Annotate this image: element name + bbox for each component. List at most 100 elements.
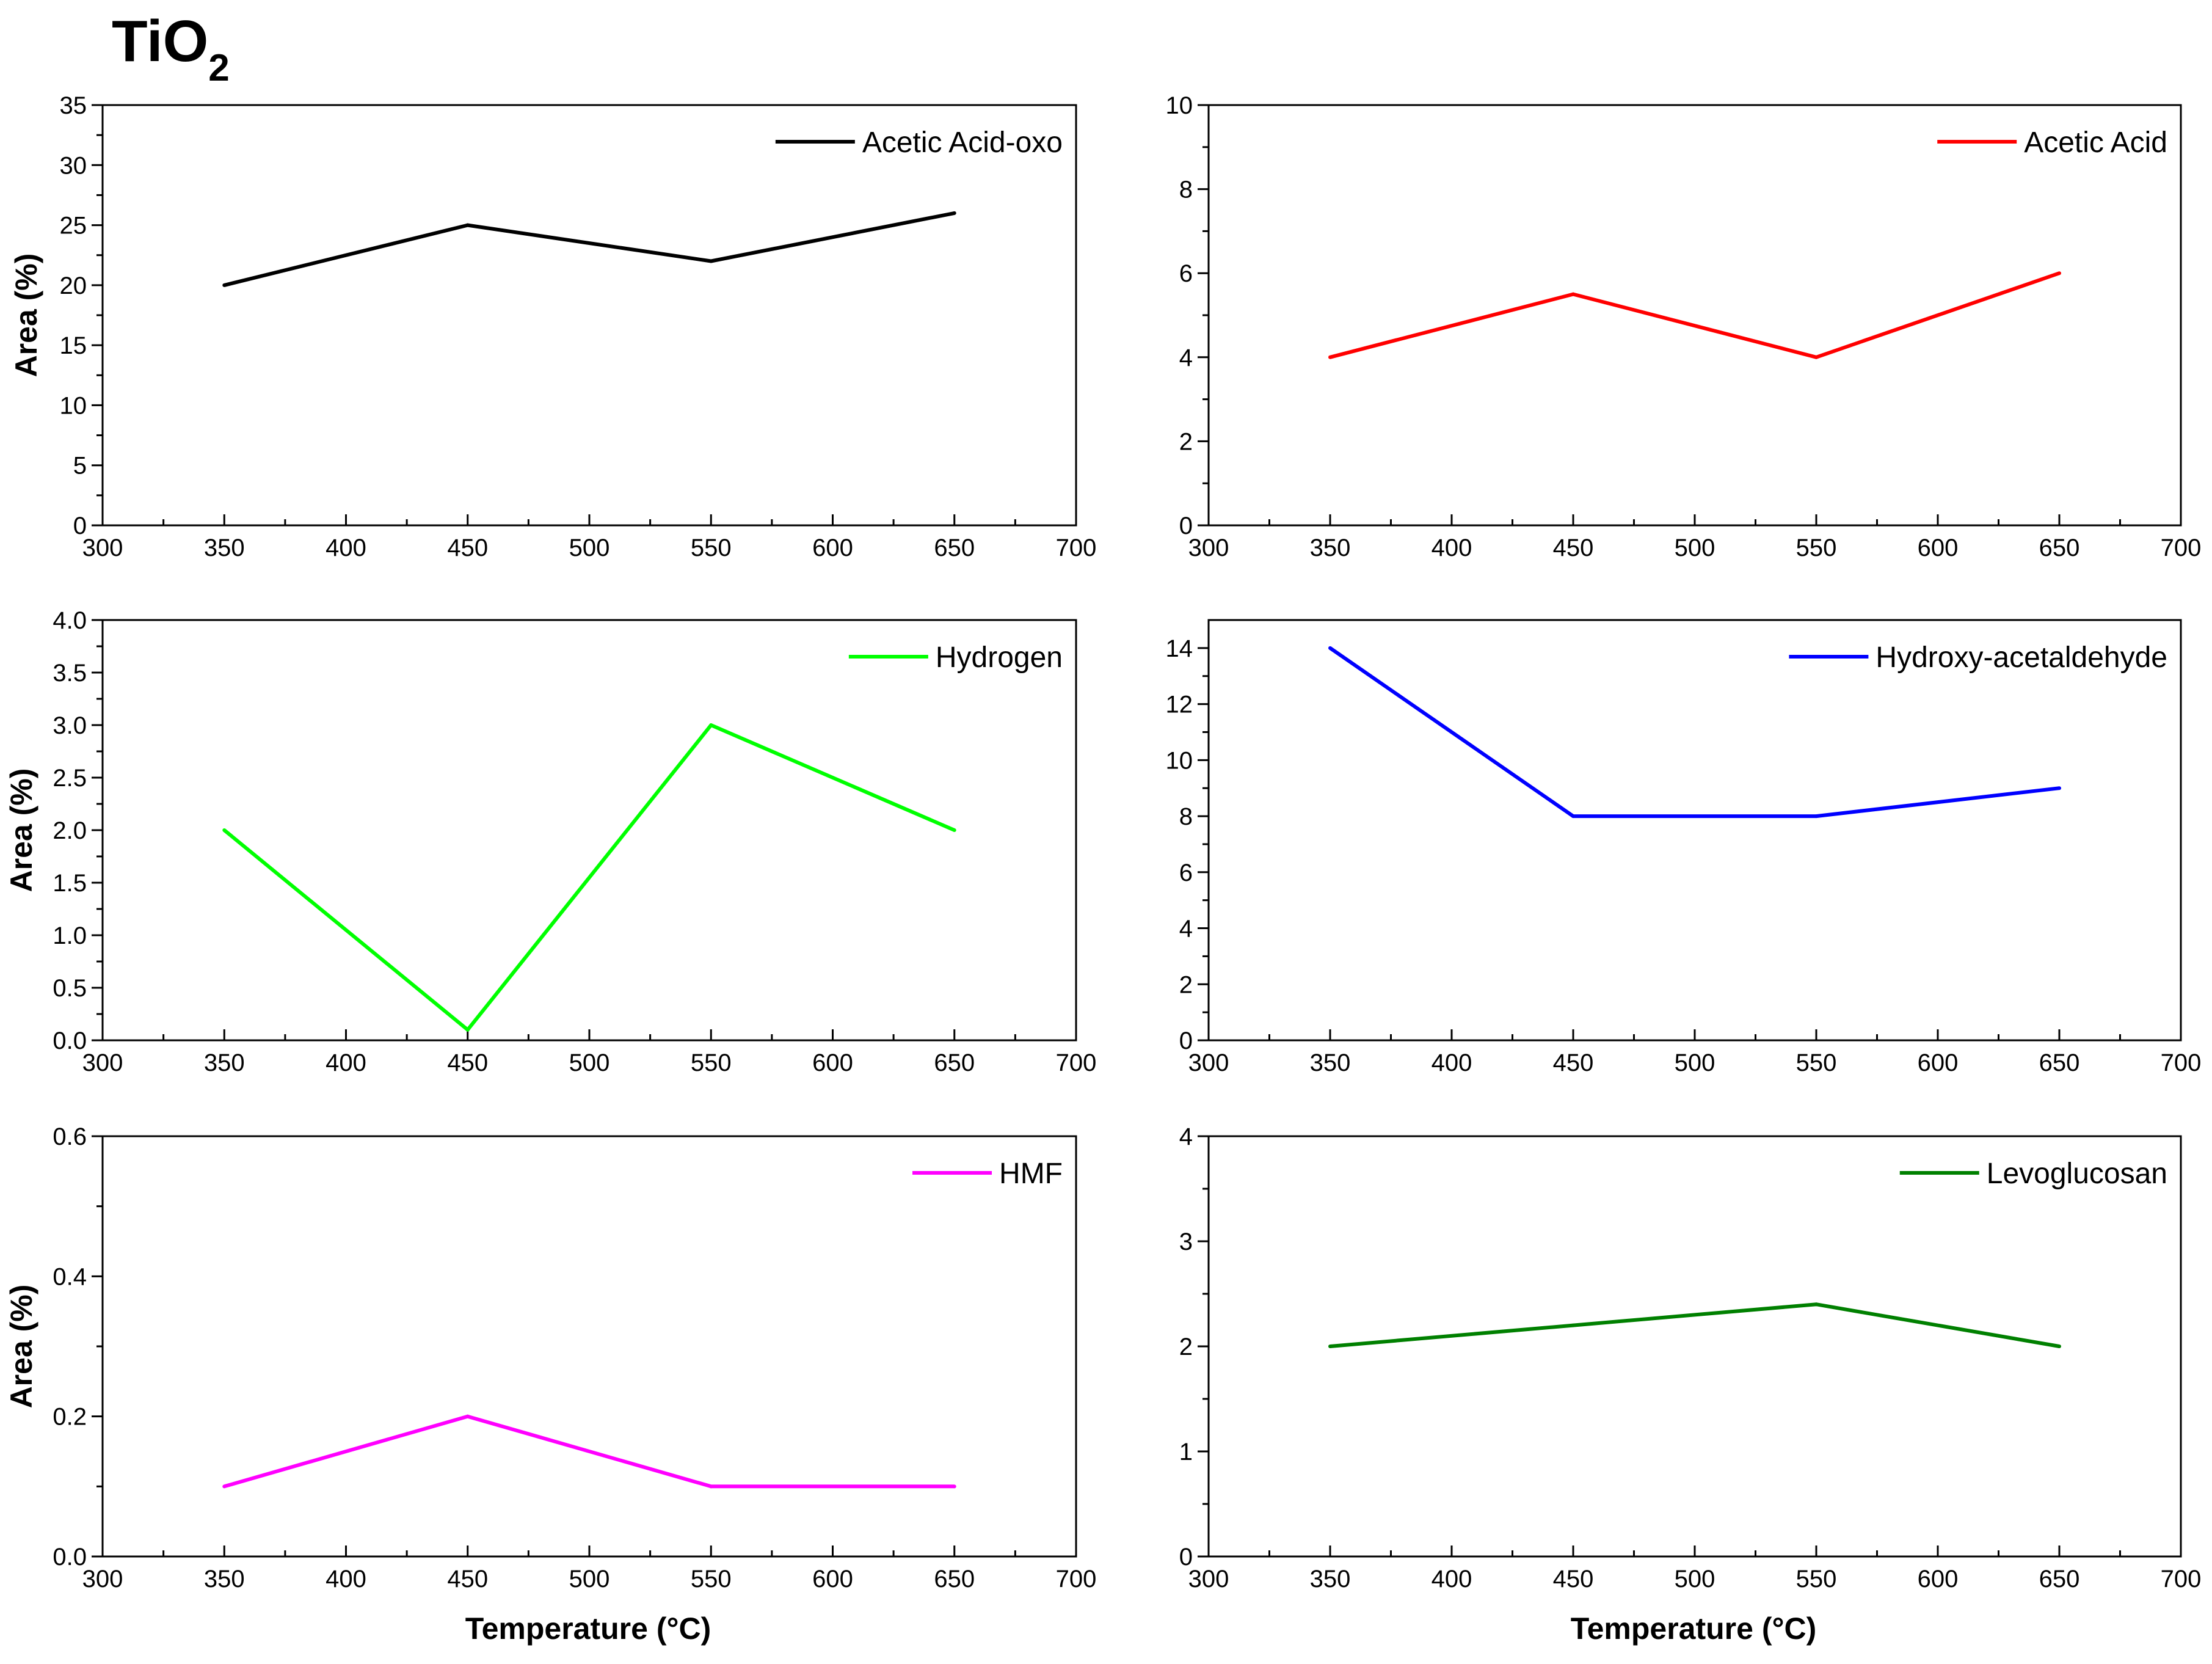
- y-tick-label: 6: [1179, 859, 1193, 886]
- y-tick-label: 3.0: [53, 712, 87, 739]
- data-point: [1571, 1323, 1575, 1327]
- data-point: [1571, 292, 1575, 296]
- y-tick-label: 1.0: [53, 922, 87, 949]
- x-tick-label: 500: [569, 1566, 610, 1593]
- x-tick-label: 600: [812, 1049, 853, 1076]
- x-tick-label: 450: [447, 535, 488, 561]
- y-tick-label: 4: [1179, 916, 1193, 943]
- x-tick-label: 650: [934, 535, 975, 561]
- x-tick-label: 350: [204, 1566, 245, 1593]
- y-tick-label: 0: [1179, 1027, 1193, 1054]
- data-point: [2057, 786, 2061, 790]
- data-point: [952, 211, 956, 215]
- x-tick-label: 400: [326, 1566, 366, 1593]
- x-tick-label: 500: [569, 1049, 610, 1076]
- y-tick-label: 14: [1166, 635, 1193, 662]
- data-point: [2057, 271, 2061, 276]
- y-tick-label: 4.0: [53, 607, 87, 634]
- x-tick-label: 450: [1553, 535, 1594, 561]
- x-tick-label: 350: [204, 1049, 245, 1076]
- plot-frame: [1207, 104, 2182, 527]
- y-tick-label: 8: [1179, 803, 1193, 830]
- y-tick-label: 1: [1179, 1439, 1193, 1465]
- y-tick-label: 0: [1179, 1544, 1193, 1571]
- data-point: [465, 1414, 470, 1418]
- plot-frame: [101, 1135, 1077, 1558]
- legend-label: Acetic Acid: [2024, 126, 2167, 159]
- y-tick-label: 12: [1166, 692, 1193, 718]
- y-tick-label: 10: [1166, 747, 1193, 774]
- series-line: [1330, 1302, 2060, 1348]
- legend: HMF: [912, 1158, 1063, 1190]
- y-tick-label: 2.0: [53, 817, 87, 844]
- data-point: [465, 1027, 470, 1032]
- x-tick-label: 600: [812, 1566, 853, 1593]
- x-tick-label: 350: [1310, 535, 1351, 561]
- y-tick-label: 2: [1179, 428, 1193, 455]
- x-tick-label: 500: [569, 535, 610, 561]
- x-tick-label: 550: [1796, 1566, 1837, 1593]
- data-point: [1814, 1302, 1818, 1307]
- legend: Levoglucosan: [1899, 1158, 2167, 1190]
- plot-frame: [1207, 1135, 2182, 1558]
- y-tick-label: 0.4: [53, 1263, 87, 1290]
- data-point: [952, 828, 956, 832]
- x-tick-label: 600: [1918, 535, 1959, 561]
- y-tick-label: 0: [1179, 513, 1193, 539]
- x-tick-label: 700: [1056, 1049, 1097, 1076]
- plot-frame: [101, 619, 1077, 1042]
- x-tick-label: 300: [82, 535, 123, 561]
- x-tick-label: 650: [934, 1049, 975, 1076]
- legend-label: Hydrogen: [936, 641, 1063, 674]
- x-tick-label: 300: [1188, 1049, 1229, 1076]
- y-tick-label: 0.0: [53, 1544, 87, 1571]
- figure-title: TiO2: [112, 9, 230, 89]
- x-tick-label: 700: [1056, 535, 1097, 561]
- y-tick-label: 20: [60, 272, 87, 299]
- y-tick-label: 15: [60, 332, 87, 359]
- series-line: [223, 723, 955, 1032]
- series-line: [1329, 646, 2060, 819]
- x-tick-label: 700: [1056, 1566, 1097, 1593]
- x-tick-label: 400: [1432, 1049, 1472, 1076]
- y-tick-label: 6: [1179, 260, 1193, 287]
- series-line: [224, 1414, 955, 1489]
- data-point: [952, 1484, 956, 1489]
- y-tick-label: 25: [60, 213, 87, 239]
- data-point: [709, 259, 713, 263]
- data-point: [1814, 355, 1818, 359]
- x-tick-label: 450: [447, 1049, 488, 1076]
- x-tick-label: 650: [934, 1566, 975, 1593]
- y-tick-label: 2: [1179, 1334, 1193, 1360]
- x-axis-label: Temperature (°C): [465, 1611, 711, 1646]
- x-tick-label: 550: [691, 535, 732, 561]
- y-tick-label: 2.5: [53, 765, 87, 792]
- x-tick-label: 400: [1432, 535, 1472, 561]
- data-point: [1571, 814, 1575, 819]
- x-tick-label: 400: [326, 535, 366, 561]
- plot-frame: [101, 104, 1077, 527]
- y-tick-label: 8: [1179, 177, 1193, 203]
- data-point: [465, 223, 470, 227]
- y-tick-label: 0: [73, 513, 87, 539]
- y-tick-label: 0.5: [53, 975, 87, 1002]
- data-point: [2057, 1345, 2061, 1348]
- data-point: [1814, 814, 1818, 819]
- x-tick-label: 650: [2039, 1049, 2080, 1076]
- y-tick-label: 0.2: [53, 1404, 87, 1431]
- x-tick-label: 650: [2039, 535, 2080, 561]
- x-tick-label: 600: [812, 535, 853, 561]
- x-tick-label: 450: [1553, 1566, 1594, 1593]
- y-axis-label: Area (%): [4, 1285, 38, 1409]
- x-axis-label: Temperature (°C): [1571, 1611, 1816, 1646]
- x-tick-label: 450: [447, 1566, 488, 1593]
- data-point: [1328, 646, 1332, 650]
- data-point: [222, 828, 227, 832]
- x-tick-label: 550: [691, 1566, 732, 1593]
- x-tick-label: 400: [1432, 1566, 1472, 1593]
- data-point: [222, 283, 227, 287]
- x-tick-label: 300: [1188, 1566, 1229, 1593]
- panel-levoglucosan: 300 350 400 450 500 550 600 650 700 0 1 2 3 4 Temperat…: [1179, 1123, 2202, 1646]
- x-tick-label: 300: [82, 1566, 123, 1593]
